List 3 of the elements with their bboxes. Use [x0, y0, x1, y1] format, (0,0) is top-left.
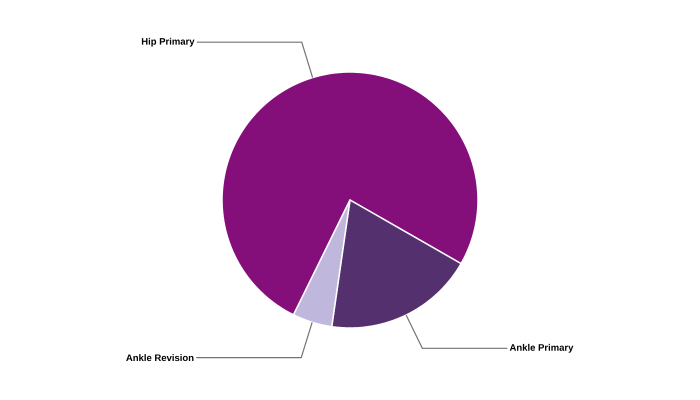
slice-label: Ankle Revision — [126, 354, 194, 362]
slice-label: Ankle Primary — [510, 344, 574, 353]
slice-label: Hip Primary — [142, 38, 195, 47]
